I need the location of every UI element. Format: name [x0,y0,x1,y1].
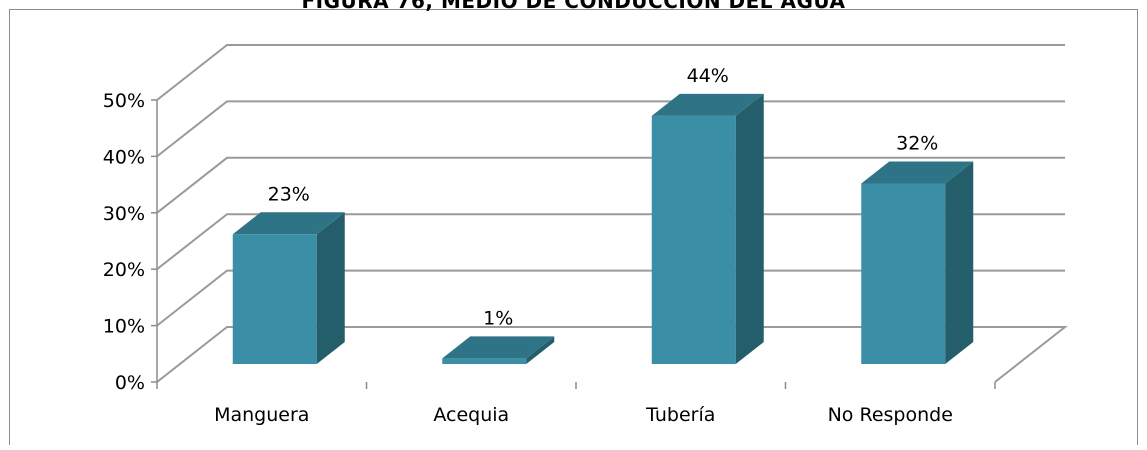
y-tick-label: 50% [103,90,145,112]
bar-front [232,234,317,364]
x-category-label: Acequia [433,404,509,426]
bar-top [232,212,345,235]
x-category-label: No Responde [828,404,953,426]
bar-front [651,115,736,364]
y-tick-label: 20% [103,259,145,281]
gridline [156,213,1065,270]
data-label: 23% [268,183,310,205]
bar-side [316,212,345,364]
y-tick-label: 30% [103,203,145,225]
floor-outline [156,326,1068,383]
x-category-label: Tubería [645,404,715,426]
bar-side [735,93,764,364]
x-category-label: Manguera [214,404,309,426]
y-tick-label: 0% [115,372,145,394]
bar-front [442,358,527,364]
data-label: 44% [687,65,729,87]
y-tick-label: 40% [103,146,145,168]
bar-top [861,161,974,184]
gridline [156,100,1065,158]
bar-front [861,183,946,364]
data-label: 1% [483,307,513,329]
gridline [156,44,1065,101]
gridline [156,269,1065,327]
bar-side [526,336,555,364]
chart-title: FIGURA 76, MEDIO DE CONDUCCIÓN DEL AGUA [301,0,846,13]
bar-top [442,336,555,359]
data-label: 32% [896,133,938,155]
bar-side [945,161,974,364]
gridline [156,156,1065,214]
bar-top [651,93,764,116]
y-tick-label: 10% [103,316,145,338]
